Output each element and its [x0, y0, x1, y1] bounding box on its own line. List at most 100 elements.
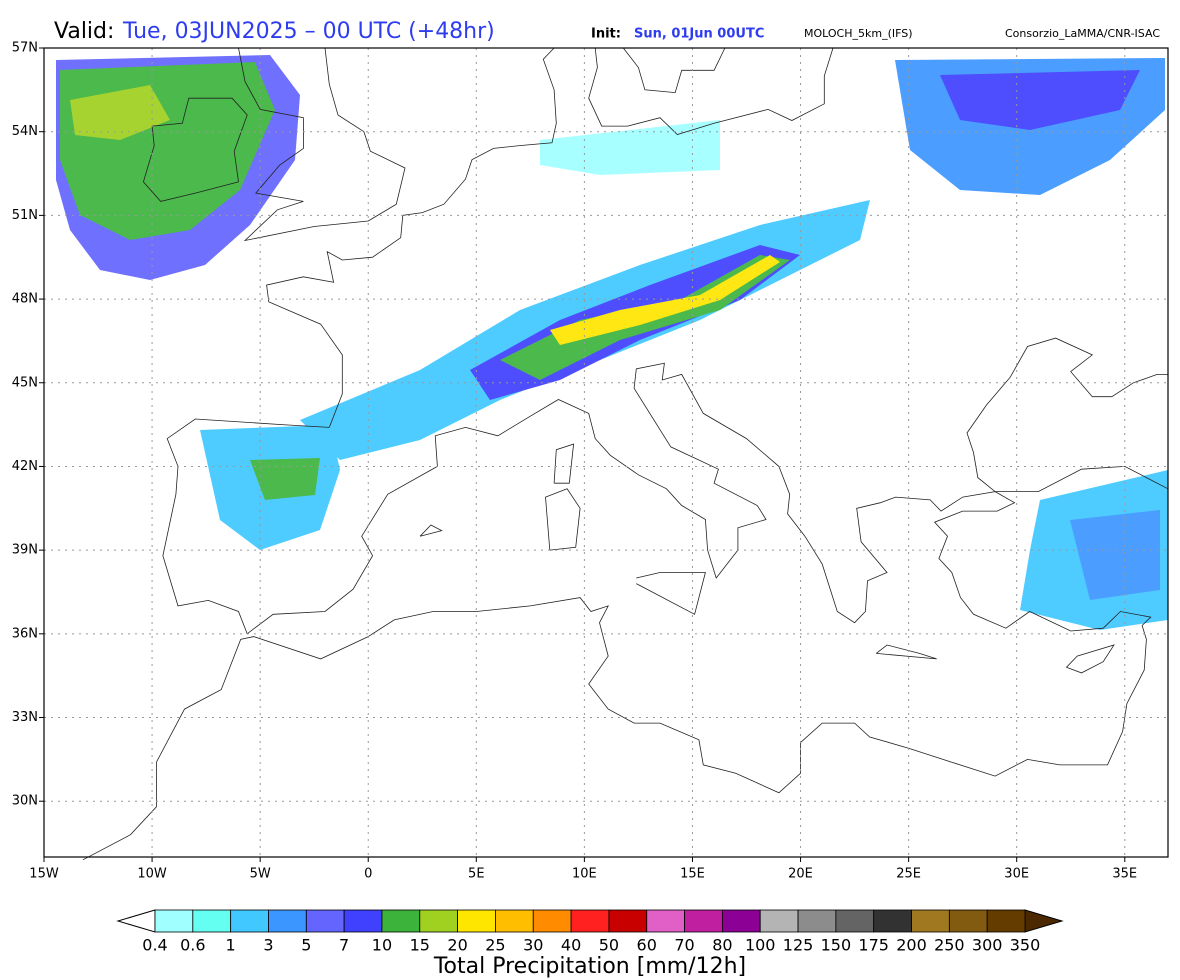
colorbar-label: 1 [226, 936, 236, 955]
precip-area [540, 120, 720, 175]
init-time: Sun, 01Jun 00UTC [634, 27, 764, 42]
lat-label: 51N [12, 208, 38, 223]
colorbar-box [532, 909, 572, 933]
colorbar-label: 50 [599, 936, 619, 955]
lat-label: 45N [12, 375, 38, 390]
colorbar-label: 150 [821, 936, 852, 955]
lat-label: 48N [12, 292, 38, 307]
colorbar-title: Total Precipitation [mm/12h] [433, 954, 746, 979]
colorbar-label: 100 [745, 936, 776, 955]
colorbar-label: 125 [783, 936, 814, 955]
colorbar-box [873, 909, 912, 933]
coastline [636, 572, 706, 615]
coastline [162, 337, 1168, 635]
colorbar-box [911, 909, 950, 933]
colorbar-label: 3 [263, 936, 273, 955]
colorbar-box [154, 909, 194, 933]
lat-label: 54N [12, 124, 38, 139]
colorbar-box [608, 909, 648, 933]
colorbar-label: 200 [896, 936, 927, 955]
colorbar-label: 80 [712, 936, 732, 955]
lon-label: 35E [1112, 867, 1137, 882]
graticule: 57N 54N 51N 48N 45N 42N 39N 36N 33N 30N 15W 10W 5W 0 5… [12, 41, 1168, 882]
colorbar-label: 250 [934, 936, 965, 955]
colorbar-label: 20 [447, 936, 467, 955]
coastline [238, 47, 406, 242]
coastline [545, 488, 581, 551]
precip-area [250, 458, 320, 500]
colorbar-box [457, 909, 496, 933]
lon-label: 30E [1004, 867, 1029, 882]
colorbar-box [381, 909, 421, 933]
init-label: Init: [591, 27, 621, 42]
lon-label: 25E [896, 867, 921, 882]
coastline [419, 524, 443, 537]
colorbar-label: 70 [674, 936, 694, 955]
valid-time: Tue, 03JUN2025 – 00 UTC (+48hr) [122, 19, 495, 44]
colorbar-label: 300 [972, 936, 1003, 955]
colorbar-box [268, 909, 307, 933]
precip-area [1070, 510, 1160, 600]
model-name: MOLOCH_5km_(IFS) [804, 27, 913, 40]
precip-area [70, 85, 170, 140]
colorbar-box [570, 909, 610, 933]
colorbar-label: 7 [339, 936, 349, 955]
colorbar-box [684, 909, 723, 933]
precipitation-field [56, 55, 1168, 630]
precip-area [940, 70, 1140, 130]
colorbar-label: 60 [637, 936, 657, 955]
coastline [82, 465, 1169, 861]
colorbar-label: 15 [410, 936, 430, 955]
coastline [142, 97, 248, 202]
colorbar-box [343, 909, 383, 933]
lon-label: 10W [137, 867, 167, 882]
credit: Consorzio_LaMMA/CNR-ISAC [1005, 27, 1160, 40]
valid-label: Valid: [54, 19, 114, 44]
lat-label: 33N [12, 710, 38, 725]
colorbar-box [721, 909, 761, 933]
colorbar-label: 350 [1010, 936, 1041, 955]
colorbar-box [797, 909, 837, 933]
colorbar-label: 25 [485, 936, 505, 955]
lat-label: 57N [12, 41, 38, 56]
map-frame [43, 47, 1169, 858]
colorbar-box [986, 909, 1026, 933]
coastline [266, 47, 557, 428]
colorbar-label: 0.6 [180, 936, 205, 955]
colorbar-box [305, 909, 345, 933]
colorbar-box [419, 909, 459, 933]
colorbar: 0.4 0.6 1 3 5 7 10 15 20 25 30 40 50 60 70 80 100 125 150 1… [116, 909, 1064, 955]
colorbar-box [835, 909, 875, 933]
colorbar-label: 40 [561, 936, 581, 955]
lat-label: 39N [12, 543, 38, 558]
colorbar-label: 175 [858, 936, 889, 955]
colorbar-label: 0.4 [142, 936, 167, 955]
colorbar-box [192, 909, 232, 933]
coastline [588, 47, 834, 135]
coastline [875, 644, 937, 660]
coastline [622, 47, 726, 94]
colorbar-label: 5 [301, 936, 311, 955]
lon-label: 0 [364, 867, 372, 882]
colorbar-over [1024, 909, 1064, 933]
colorbar-box [759, 909, 799, 933]
colorbar-box [948, 909, 988, 933]
colorbar-box [495, 909, 534, 933]
lon-label: 15E [680, 867, 705, 882]
colorbar-box [230, 909, 269, 933]
lat-label: 36N [12, 626, 38, 641]
colorbar-box [646, 909, 685, 933]
colorbar-label: 30 [523, 936, 543, 955]
lat-label: 30N [12, 794, 38, 809]
precip-area [550, 255, 780, 345]
coastline [1066, 644, 1115, 674]
colorbar-under [116, 909, 156, 933]
coastlines [82, 47, 1169, 861]
coastline [553, 443, 575, 484]
lon-label: 20E [788, 867, 813, 882]
lat-label: 42N [12, 459, 38, 474]
lon-label: 10E [572, 867, 597, 882]
lon-label: 5E [468, 867, 485, 882]
